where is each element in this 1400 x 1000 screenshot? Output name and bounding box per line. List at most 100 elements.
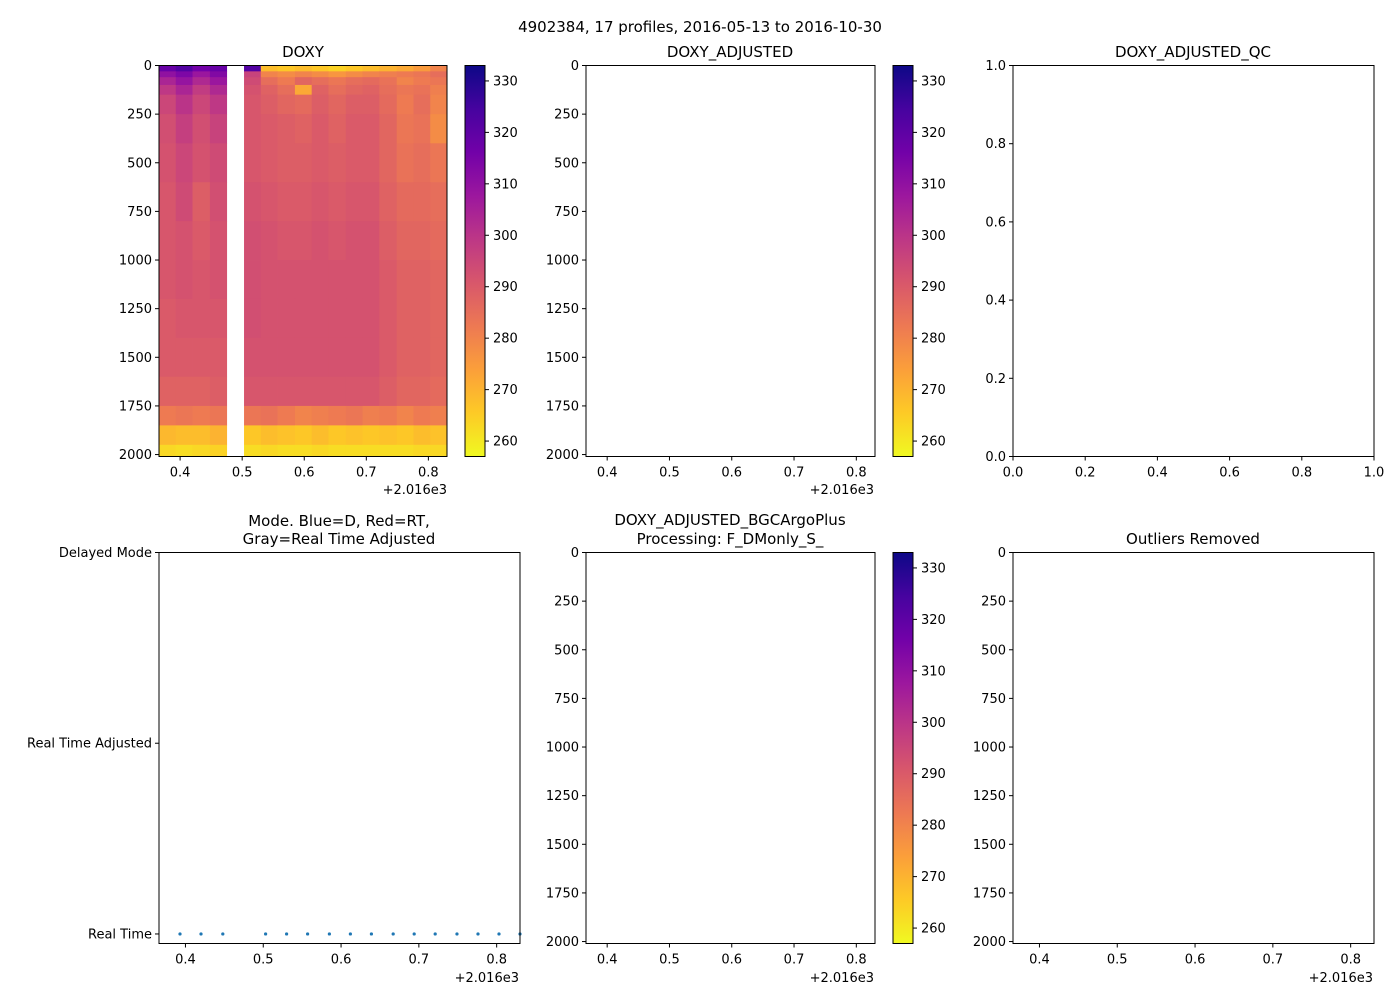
heatmap-cell	[379, 337, 398, 378]
mode-point	[391, 932, 395, 936]
heatmap-cell	[244, 114, 262, 144]
panel-doxy-adjusted-qc: DOXY_ADJUSTED_QC 0.00.20.40.60.81.0 0.0 0…	[985, 43, 1384, 481]
doxy-adjusted-axes-frame	[585, 65, 876, 457]
x-tick-label: 0.5	[659, 466, 680, 481]
doxy-x-offset: +2.016e3	[383, 483, 447, 498]
heatmap-cell	[277, 444, 296, 457]
y-tick-label: 1000	[546, 741, 579, 756]
heatmap-cell	[345, 260, 363, 300]
doxy-bgcargoplus-x-offset: +2.016e3	[810, 971, 874, 986]
heatmap-cell	[311, 84, 329, 96]
colorbar-tick-label: 320	[921, 126, 946, 141]
heatmap-cell	[209, 65, 228, 72]
heatmap-cell	[379, 376, 398, 407]
heatmap-cell	[413, 337, 431, 378]
heatmap-cell	[362, 298, 380, 339]
y-tick-label: 0.6	[985, 215, 1006, 230]
heatmap-cell	[209, 298, 228, 339]
heatmap-cell	[260, 376, 278, 407]
heatmap-cell	[430, 337, 448, 378]
colorbar-gradient	[893, 65, 913, 457]
heatmap-cell	[277, 337, 296, 378]
colorbar-tick-label: 330	[493, 74, 518, 89]
heatmap-cell	[345, 444, 363, 457]
heatmap-cell	[159, 444, 177, 457]
doxy-title: DOXY	[282, 43, 325, 61]
heatmap-cell	[294, 298, 313, 339]
heatmap-cell	[413, 182, 431, 222]
y-tick-label: 1250	[546, 302, 579, 317]
colorbar-gradient	[465, 65, 485, 457]
heatmap-cell	[413, 405, 431, 426]
x-tick-label: 0.6	[721, 466, 742, 481]
heatmap-cell	[175, 337, 193, 378]
heatmap-cell	[430, 298, 448, 339]
heatmap-cell	[396, 77, 414, 86]
doxy-bgcargoplus-y-axis: 0 250 500 750 1000 1250 1500 1750 2000	[546, 546, 586, 950]
heatmap-cell	[345, 298, 363, 339]
heatmap-cell	[362, 84, 380, 96]
panel-mode: Mode. Blue=D, Red=RT, Gray=Real Time Adj…	[27, 512, 522, 986]
heatmap-cell	[159, 84, 177, 96]
heatmap-cell	[277, 221, 296, 261]
y-tick-label: 1250	[546, 789, 579, 804]
heatmap-cell	[413, 71, 431, 78]
heatmap-cell	[175, 298, 193, 339]
heatmap-cell	[277, 143, 296, 183]
heatmap-cell	[209, 221, 228, 261]
heatmap-cell	[379, 65, 398, 72]
figure-suptitle: 4902384, 17 profiles, 2016-05-13 to 2016…	[518, 18, 882, 36]
heatmap-cell	[362, 94, 380, 115]
heatmap-cell	[430, 376, 448, 407]
doxy-axes-frame	[158, 65, 448, 457]
x-tick-label: 0.7	[356, 466, 377, 481]
heatmap-cell	[260, 84, 278, 96]
heatmap-cell	[175, 84, 193, 96]
mode-x-axis: 0.4 0.5 0.6 0.7 0.8	[175, 943, 507, 968]
y-tick-label: 250	[554, 595, 579, 610]
colorbar-tick-label: 260	[921, 922, 946, 937]
heatmap-cell	[175, 114, 193, 144]
y-tick-label: 500	[981, 643, 1006, 658]
mode-x-offset: +2.016e3	[455, 971, 519, 986]
heatmap-cell	[277, 84, 296, 96]
heatmap-cell	[159, 337, 177, 378]
heatmap-cell	[192, 143, 211, 183]
x-tick-label: 0.8	[846, 953, 867, 968]
heatmap-cell	[175, 65, 193, 72]
y-tick-label: 0	[998, 546, 1006, 561]
heatmap-cell	[345, 221, 363, 261]
heatmap-cell	[192, 182, 211, 222]
heatmap-cell	[209, 94, 228, 115]
heatmap-cell	[294, 425, 313, 446]
doxy-adjusted-qc-x-axis: 0.0 0.2 0.4 0.6 0.8 1.0	[1003, 456, 1384, 481]
doxy-heatmap	[159, 65, 448, 457]
heatmap-cell	[244, 260, 262, 300]
y-tick-label: 250	[554, 108, 579, 123]
x-tick-label: 0.8	[846, 466, 867, 481]
y-tick-label: 1750	[546, 886, 579, 901]
heatmap-cell	[277, 425, 296, 446]
heatmap-cell	[311, 143, 329, 183]
heatmap-cell	[159, 376, 177, 407]
heatmap-cell	[328, 376, 347, 407]
heatmap-cell	[294, 444, 313, 457]
heatmap-cell	[192, 84, 211, 96]
heatmap-cell	[311, 77, 329, 86]
x-tick-label: 0.6	[294, 466, 315, 481]
heatmap-cell	[311, 65, 329, 72]
heatmap-cell	[244, 182, 262, 222]
colorbar-tick-label: 280	[921, 332, 946, 347]
heatmap-cell	[260, 94, 278, 115]
heatmap-cell	[430, 94, 448, 115]
heatmap-cell	[379, 221, 398, 261]
heatmap-cell	[413, 376, 431, 407]
colorbar-tick-label: 280	[493, 332, 518, 347]
doxy-colorbar: 260 270 280 290 300 310 320 330	[464, 65, 518, 457]
y-tick-label: 1000	[973, 741, 1006, 756]
y-tick-label: 1000	[119, 254, 152, 269]
heatmap-cell	[311, 94, 329, 115]
heatmap-cell	[396, 298, 414, 339]
